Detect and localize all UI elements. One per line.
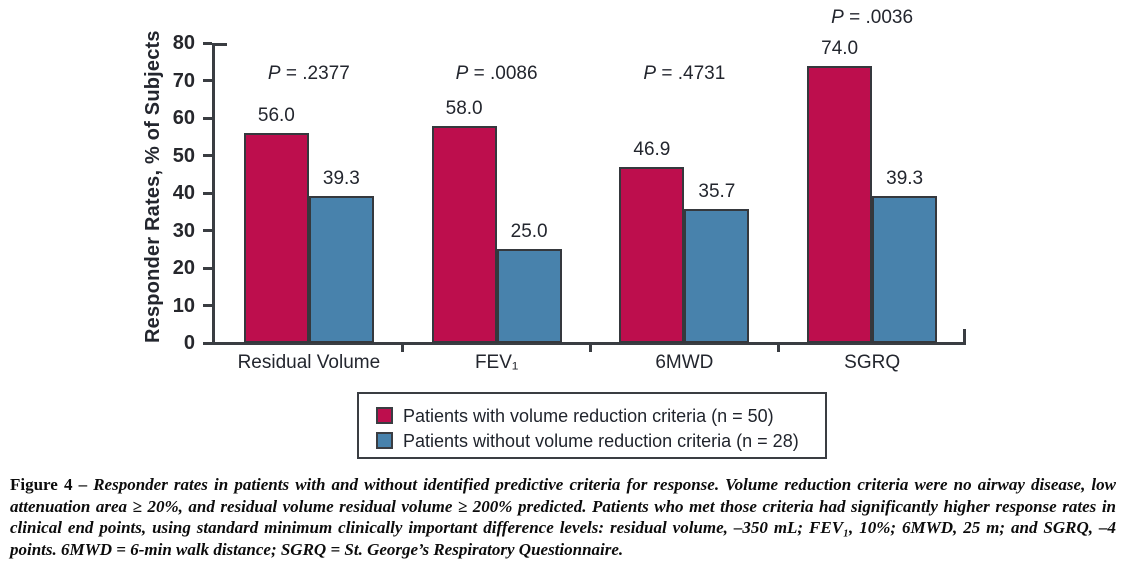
p-value-label: P = .4731 bbox=[643, 63, 726, 84]
legend-label: Patients with volume reduction criteria … bbox=[403, 405, 774, 426]
caption-body: Responder rates in patients with and wit… bbox=[10, 475, 1116, 559]
bar-value-label: 39.3 bbox=[886, 167, 924, 189]
y-axis-tick-label: 20 bbox=[172, 257, 195, 279]
legend-item-without-criteria: Patients without volume reduction criter… bbox=[376, 428, 825, 453]
y-axis-tick-label: 60 bbox=[172, 107, 195, 129]
bar-value-label: 25.0 bbox=[510, 221, 548, 243]
y-axis-line bbox=[212, 43, 215, 343]
legend-item-with-criteria: Patients with volume reduction criteria … bbox=[376, 403, 825, 428]
bar-value-label: 35.7 bbox=[698, 181, 736, 203]
bar-without-criteria-sgrq bbox=[872, 195, 938, 343]
legend: Patients with volume reduction criteria … bbox=[357, 392, 827, 459]
x-axis-category-label: FEV₁ bbox=[474, 352, 519, 373]
bar-with-criteria-sgrq bbox=[807, 65, 873, 343]
bar-value-label: 56.0 bbox=[257, 105, 295, 126]
y-axis-tick bbox=[203, 116, 212, 120]
bar-with-criteria-6mwd bbox=[619, 167, 685, 343]
y-axis-tick bbox=[203, 79, 212, 82]
y-axis-tick bbox=[203, 341, 212, 345]
bar-value-label: 39.3 bbox=[322, 167, 360, 189]
bar-value-label: 74.0 bbox=[821, 37, 859, 59]
y-axis-tick-label: 0 bbox=[183, 332, 195, 354]
figure-caption: Figure 4 – Responder rates in patients w… bbox=[10, 474, 1116, 560]
bar-value-label: 46.9 bbox=[633, 139, 671, 161]
x-axis-category-label: Residual Volume bbox=[237, 352, 381, 373]
y-axis-tick-label: 70 bbox=[172, 69, 195, 92]
bar-without-criteria-fev bbox=[496, 249, 562, 343]
y-axis-tick bbox=[203, 41, 212, 45]
legend-swatch-with-criteria bbox=[376, 407, 393, 424]
plot-area: 0 10 20 30 40 50 60 70 80 Residual Volume 56.0 39.3… bbox=[173, 7, 966, 373]
x-axis-tick bbox=[776, 343, 780, 352]
p-value-label: P = .0086 bbox=[455, 63, 538, 84]
y-axis-tick bbox=[203, 154, 212, 157]
y-axis-tick bbox=[203, 304, 212, 307]
x-axis-category-label: SGRQ bbox=[844, 352, 901, 373]
y-axis-tick-label: 10 bbox=[172, 294, 195, 317]
y-axis-top-cap bbox=[212, 43, 227, 46]
p-symbol: P bbox=[643, 63, 657, 84]
x-axis-category-label: 6MWD bbox=[655, 352, 714, 373]
bar-value-label: 58.0 bbox=[445, 97, 483, 119]
bar-without-criteria-residual-volume bbox=[308, 195, 374, 343]
p-symbol: P bbox=[831, 6, 844, 28]
bar-with-criteria-fev bbox=[431, 125, 497, 343]
p-symbol: P bbox=[455, 63, 469, 84]
y-axis-tick bbox=[203, 266, 212, 270]
caption-figure-label: Figure 4 – bbox=[10, 475, 94, 494]
y-axis-tick-label: 30 bbox=[172, 219, 195, 242]
y-axis-tick-label: 50 bbox=[172, 144, 195, 167]
legend-label: Patients without volume reduction criter… bbox=[403, 430, 799, 451]
x-axis-end-cap bbox=[963, 329, 966, 343]
bar-with-criteria-residual-volume bbox=[243, 133, 309, 343]
y-axis-tick bbox=[203, 191, 212, 195]
p-symbol: P bbox=[267, 63, 281, 84]
bar-without-criteria-6mwd bbox=[684, 209, 750, 343]
y-axis-tick-label: 80 bbox=[172, 32, 195, 54]
x-axis-tick bbox=[589, 343, 592, 352]
x-axis-tick bbox=[401, 343, 405, 352]
legend-swatch-without-criteria bbox=[376, 432, 393, 449]
p-value-label: P = .2377 bbox=[267, 63, 350, 84]
y-axis-tick-label: 40 bbox=[172, 182, 195, 204]
p-value-label: P = .0036 bbox=[831, 6, 914, 28]
y-axis-tick bbox=[203, 229, 212, 232]
